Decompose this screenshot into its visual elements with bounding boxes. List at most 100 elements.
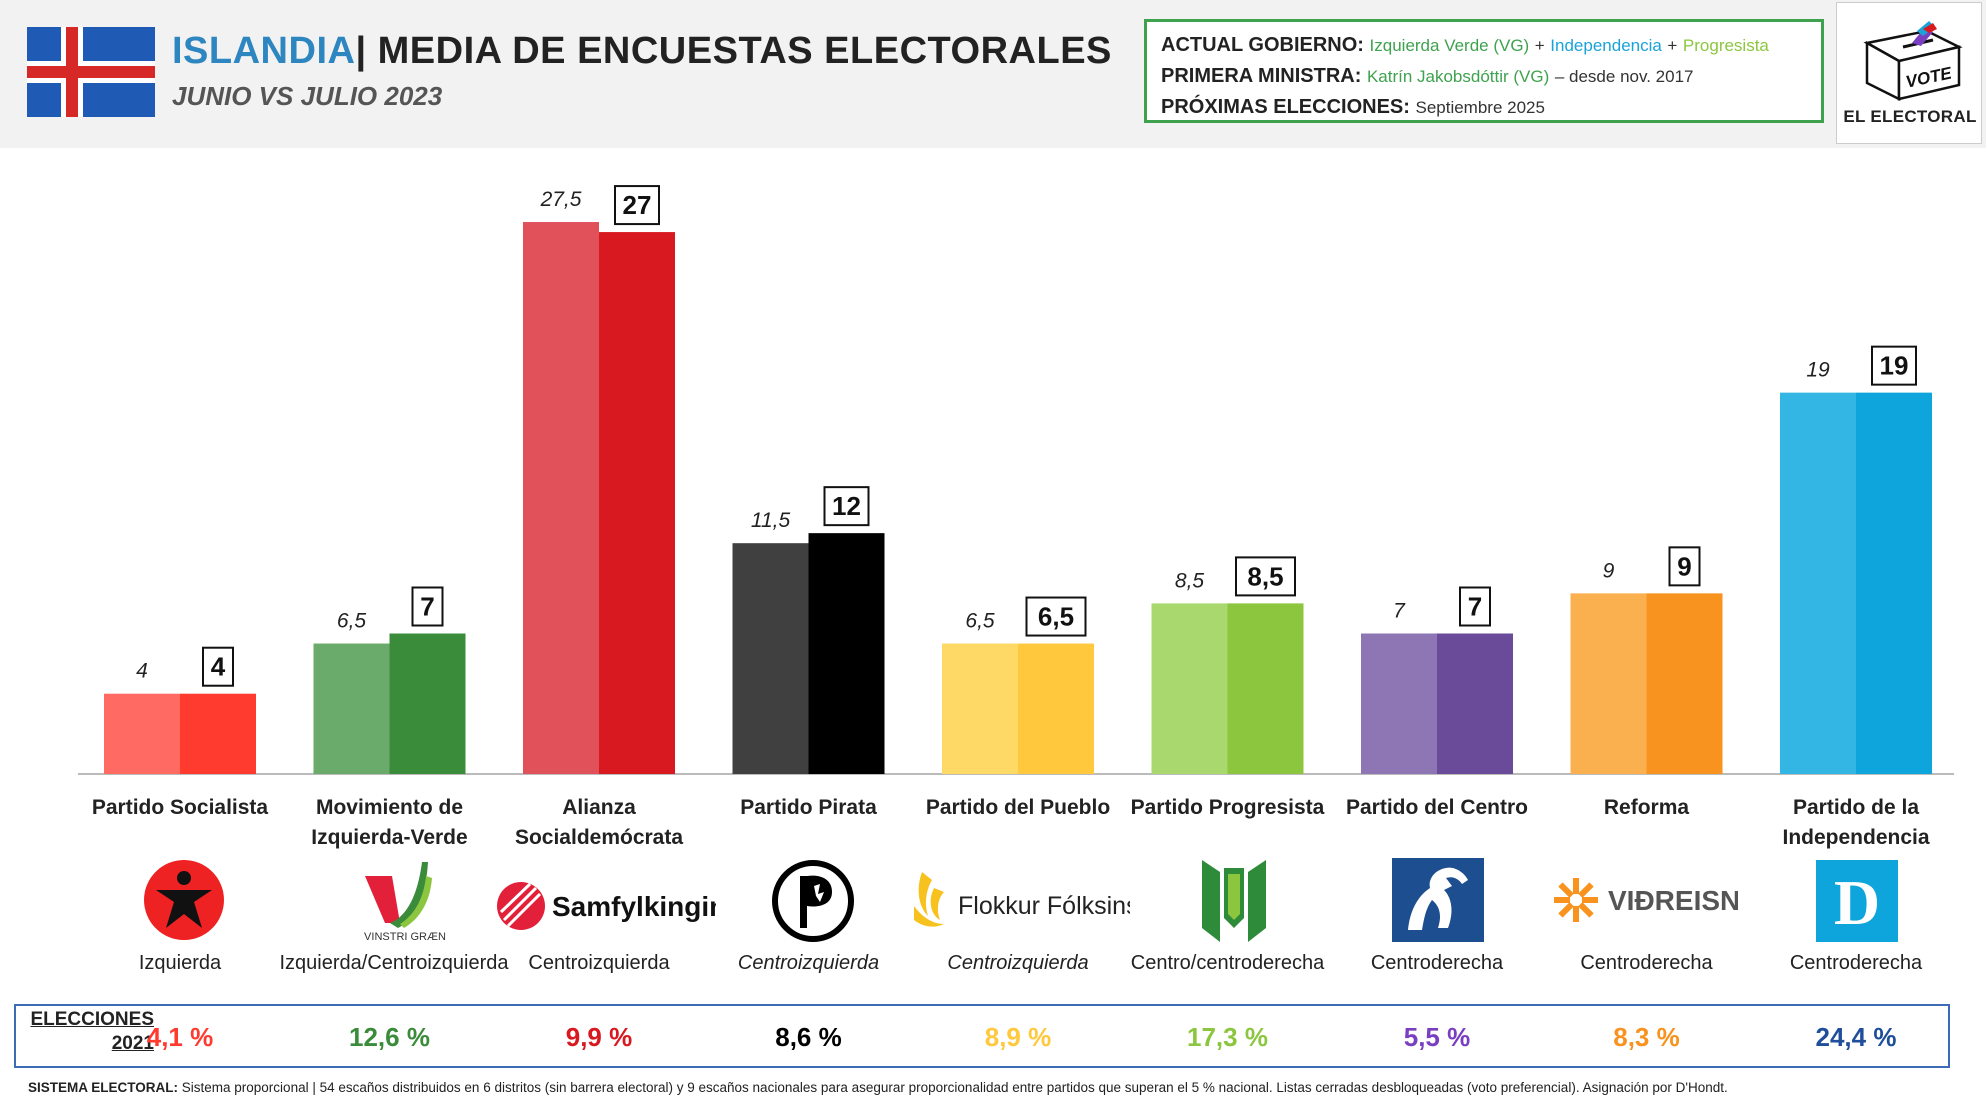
ideology-label: Centroderecha xyxy=(1789,952,1923,974)
party-label-line: Independencia xyxy=(1782,826,1930,849)
bar-july xyxy=(1646,593,1723,774)
header-band: ISLANDIA| MEDIA DE ENCUESTAS ELECTORALES… xyxy=(0,0,1986,148)
data-label-june: 11,5 xyxy=(751,509,791,532)
bar-july xyxy=(1227,603,1304,774)
data-label-box-july xyxy=(1668,546,1701,587)
data-label-june: 19 xyxy=(1806,359,1830,382)
iceland-flag-icon xyxy=(27,27,155,117)
party-label: Movimiento de Izquierda-Verde xyxy=(285,793,495,853)
bar-july xyxy=(599,232,675,775)
elections-2021-box xyxy=(14,1004,1950,1068)
elections-label-line1: ELECCIONES xyxy=(30,1009,154,1030)
data-label-july: 6,5 xyxy=(1038,602,1074,632)
prime-minister-label: PRIMERA MINISTRA: xyxy=(1161,65,1362,87)
data-label-june: 6,5 xyxy=(337,610,367,633)
gov-party-vg: Izquierda Verde (VG) xyxy=(1369,36,1530,55)
poll-bar-chart: 4 4 6,5 7 27,5 27 11,5 12 6,5 6,5 8,5 8,5 7 7 9 9 19 19 xyxy=(78,185,1954,775)
electoral-system-footnote: SISTEMA ELECTORAL: Sistema proporcional … xyxy=(28,1080,1968,1095)
party-label: Partido del Centro xyxy=(1332,793,1542,823)
data-label-june: 27,5 xyxy=(540,188,582,211)
bar-june xyxy=(1151,603,1228,774)
government-info-box: ACTUAL GOBIERNO: Izquierda Verde (VG) + … xyxy=(1144,19,1824,123)
government-row: ACTUAL GOBIERNO: Izquierda Verde (VG) + … xyxy=(1161,30,1807,61)
bar-july xyxy=(389,633,466,774)
plus-sign: + xyxy=(1534,36,1545,55)
election-2021-value: 4,1 % xyxy=(146,1022,214,1052)
party-label: Partido de la Independencia xyxy=(1751,793,1961,853)
party-label: Reforma xyxy=(1542,793,1752,823)
election-2021-value: 8,9 % xyxy=(984,1022,1052,1052)
page-title: ISLANDIA| MEDIA DE ENCUESTAS ELECTORALES xyxy=(172,30,1112,73)
bar-july xyxy=(1018,643,1094,774)
gov-party-progresista: Progresista xyxy=(1682,36,1769,55)
footnote-text: Sistema proporcional | 54 escaños distri… xyxy=(178,1080,1728,1095)
progressive-party-logo xyxy=(1202,860,1266,942)
elections-2021-label: ELECCIONES 2021 xyxy=(28,1008,154,1056)
party-label-line: Partido Pirata xyxy=(740,796,877,819)
data-label-july: 8,5 xyxy=(1247,561,1283,591)
flokkur-logo-text: Flokkur Fólksins xyxy=(958,892,1130,920)
socialist-party-logo xyxy=(144,860,224,940)
next-elections-label: PRÓXIMAS ELECCIONES: xyxy=(1161,96,1410,118)
pirate-party-logo xyxy=(772,860,854,942)
election-2021-value: 9,9 % xyxy=(565,1022,633,1052)
ideology-label: Centroizquierda xyxy=(947,952,1089,974)
bar-june xyxy=(1780,392,1856,774)
ideology-label: Centroizquierda xyxy=(528,952,670,974)
ideology-label: Izquierda xyxy=(138,952,222,974)
gov-party-independencia: Independencia xyxy=(1550,36,1662,55)
election-2021-value: 5,5 % xyxy=(1403,1022,1471,1052)
title-block: ISLANDIA| MEDIA DE ENCUESTAS ELECTORALES… xyxy=(172,30,1112,112)
bar-july xyxy=(1437,633,1513,774)
party-label-line: Partido del Pueblo xyxy=(925,796,1111,819)
data-label-july: 9 xyxy=(1677,551,1691,581)
data-label-box-july xyxy=(1871,345,1917,386)
elections-label-line2: 2021 xyxy=(111,1033,154,1054)
data-label-box-july xyxy=(614,185,660,226)
el-electoral-name: EL ELECTORAL xyxy=(1843,107,1977,126)
ideology-label: Centro/centroderecha xyxy=(1130,952,1325,974)
party-label-line: Partido Progresista xyxy=(1130,796,1325,819)
party-label-line: Reforma xyxy=(1603,796,1690,819)
d-logo-text: D xyxy=(1834,867,1880,938)
data-label-june: 6,5 xyxy=(965,610,995,633)
data-label-july: 27 xyxy=(623,190,652,220)
ideology-label: Centroderecha xyxy=(1370,952,1504,974)
data-label-box-july xyxy=(1235,556,1296,597)
party-label-line: Alianza xyxy=(562,796,636,819)
independence-party-logo: D xyxy=(1816,860,1898,942)
election-2021-value: 24,4 % xyxy=(1815,1022,1897,1052)
data-label-july: 19 xyxy=(1880,351,1909,381)
bar-june xyxy=(732,543,809,774)
election-2021-value: 8,6 % xyxy=(775,1022,842,1052)
bar-june xyxy=(523,222,599,774)
next-elections-date: Septiembre 2025 xyxy=(1415,98,1545,117)
data-label-box-july xyxy=(823,486,870,527)
bar-june xyxy=(104,693,180,774)
vg-logo-text: VINSTRI GRÆN xyxy=(364,931,446,942)
bar-july xyxy=(808,533,885,774)
party-label-line: Partido de la xyxy=(1792,796,1920,819)
page-subtitle: JUNIO VS JULIO 2023 xyxy=(172,81,443,111)
ideology-label: Izquierda/Centroizquierda xyxy=(279,952,509,974)
party-label: Partido Progresista xyxy=(1123,793,1333,823)
el-electoral-logo: VOTE EL ELECTORAL xyxy=(1836,2,1982,144)
samfylkingin-logo-text: Samfylkingin xyxy=(552,891,716,922)
election-2021-value: 12,6 % xyxy=(349,1022,430,1052)
ideology-label: Centroderecha xyxy=(1580,952,1713,974)
party-label: Partido del Pueblo xyxy=(913,793,1123,823)
prime-minister-row: PRIMERA MINISTRA: Katrín Jakobsdóttir (V… xyxy=(1161,61,1807,92)
data-label-box-july xyxy=(411,586,444,627)
bar-june xyxy=(313,643,390,774)
bar-june xyxy=(1361,633,1437,774)
next-elections-row: PRÓXIMAS ELECCIONES: Septiembre 2025 xyxy=(1161,92,1807,123)
footnote-label: SISTEMA ELECTORAL: xyxy=(28,1080,179,1095)
ideology-label: Centroizquierda xyxy=(737,952,880,974)
data-label-june: 4 xyxy=(136,660,148,683)
title-country: ISLANDIA xyxy=(172,30,356,72)
ballot-box-icon: VOTE xyxy=(1863,21,1963,102)
prime-minister-name: Katrín Jakobsdóttir (VG) xyxy=(1366,67,1550,86)
data-label-july: 7 xyxy=(420,592,434,622)
party-label: Partido Socialista xyxy=(75,793,285,823)
samfylkingin-logo: Samfylkingin xyxy=(497,882,716,930)
